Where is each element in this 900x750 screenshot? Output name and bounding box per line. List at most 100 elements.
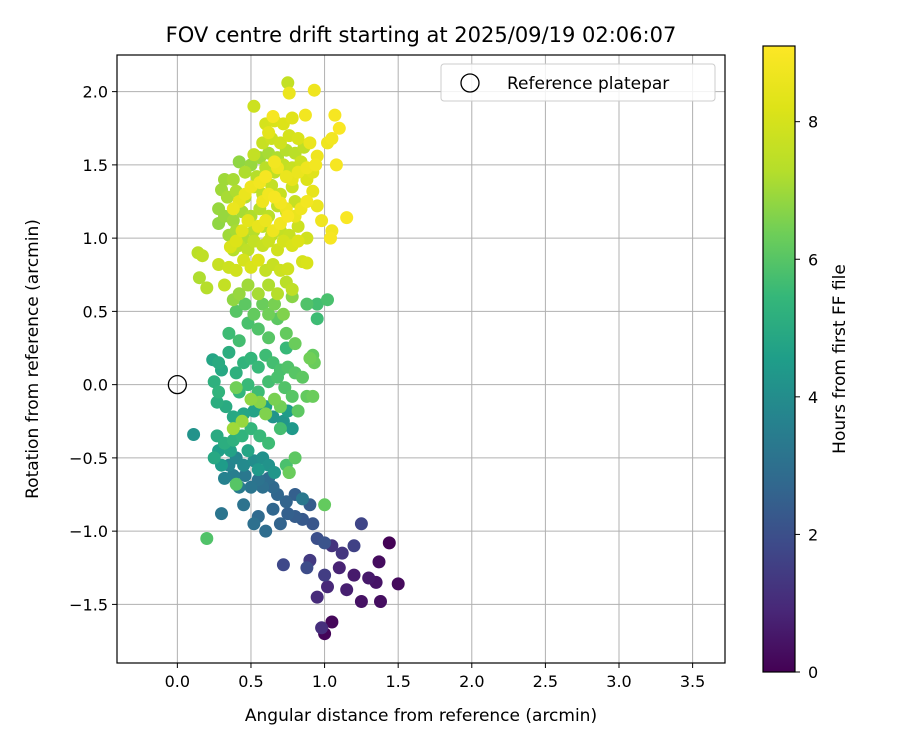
scatter-point bbox=[222, 345, 236, 359]
scatter-point bbox=[187, 428, 201, 441]
scatter-point bbox=[235, 414, 249, 428]
scatter-point bbox=[241, 214, 255, 228]
scatter-point bbox=[247, 99, 261, 113]
scatter-point bbox=[315, 621, 329, 635]
y-tick-label: 0.5 bbox=[83, 302, 108, 321]
scatter-point bbox=[354, 595, 368, 608]
scatter-point bbox=[229, 381, 243, 395]
scatter-point bbox=[310, 199, 324, 213]
scatter-point bbox=[207, 375, 221, 389]
scatter-point bbox=[259, 170, 273, 184]
x-axis-label: Angular distance from reference (arcmin) bbox=[245, 706, 597, 726]
colorbar-tick-label: 8 bbox=[808, 113, 818, 132]
scatter-point bbox=[347, 568, 361, 582]
scatter-point bbox=[340, 211, 354, 225]
scatter-point bbox=[315, 214, 329, 228]
scatter-point bbox=[306, 517, 320, 531]
scatter-point bbox=[306, 184, 320, 198]
scatter-point bbox=[268, 155, 281, 169]
y-tick-label: 1.0 bbox=[83, 229, 108, 248]
scatter-point bbox=[288, 451, 302, 465]
scatter-point bbox=[229, 234, 243, 248]
scatter-point bbox=[276, 307, 290, 321]
y-tick-label: 2.0 bbox=[83, 83, 108, 102]
scatter-point bbox=[262, 278, 276, 292]
scatter-point bbox=[244, 480, 258, 494]
scatter-point bbox=[372, 555, 386, 569]
scatter-point bbox=[332, 561, 346, 575]
scatter-point bbox=[332, 121, 346, 135]
scatter-point bbox=[285, 282, 299, 296]
scatter-point bbox=[207, 451, 221, 465]
y-tick-label: −1.5 bbox=[69, 595, 108, 614]
x-tick-label: 2.5 bbox=[533, 672, 558, 691]
scatter-point bbox=[262, 331, 276, 345]
scatter-point bbox=[192, 271, 206, 285]
x-tick-label: 1.5 bbox=[385, 672, 410, 691]
scatter-point bbox=[310, 297, 324, 311]
scatter-point bbox=[318, 536, 332, 550]
scatter-point bbox=[232, 155, 246, 169]
scatter-point bbox=[247, 148, 261, 162]
scatter-point bbox=[241, 444, 255, 458]
x-tick-label: 1.0 bbox=[312, 672, 337, 691]
scatter-point bbox=[281, 76, 295, 90]
colorbar-tick-label: 0 bbox=[808, 663, 818, 682]
scatter-point bbox=[268, 392, 281, 406]
scatter-point bbox=[268, 297, 281, 311]
scatter-point bbox=[310, 312, 324, 326]
scatter-point bbox=[281, 262, 295, 276]
scatter-point bbox=[268, 190, 281, 204]
scatter-point bbox=[335, 546, 349, 560]
scatter-point bbox=[244, 392, 258, 406]
scatter-point bbox=[347, 539, 361, 553]
scatter-point bbox=[340, 583, 354, 597]
scatter-point bbox=[391, 577, 405, 591]
scatter-point bbox=[328, 108, 342, 122]
y-tick-label: 1.5 bbox=[83, 156, 108, 175]
scatter-point bbox=[253, 429, 267, 443]
scatter-point bbox=[241, 278, 255, 292]
scatter-point bbox=[262, 436, 276, 450]
scatter-point bbox=[281, 507, 295, 521]
scatter-point bbox=[271, 287, 284, 301]
colorbar-tick-label: 4 bbox=[808, 388, 818, 407]
scatter-point bbox=[238, 297, 252, 311]
scatter-point bbox=[303, 351, 317, 365]
scatter-point bbox=[300, 256, 314, 270]
scatter-point bbox=[318, 568, 332, 582]
scatter-point bbox=[273, 136, 287, 150]
scatter-point bbox=[235, 429, 249, 443]
x-tick-label: 0.5 bbox=[238, 672, 263, 691]
scatter-point bbox=[279, 495, 293, 509]
scatter-point bbox=[238, 165, 252, 179]
scatter-point bbox=[291, 234, 305, 248]
x-axis-ticks: 0.0 0.5 1.0 1.5 2.0 2.5 3.0 3.5 bbox=[165, 663, 705, 691]
scatter-point bbox=[307, 83, 321, 97]
scatter-point bbox=[291, 404, 305, 418]
y-tick-label: 0.0 bbox=[83, 376, 108, 395]
scatter-point bbox=[259, 524, 273, 538]
scatter-point bbox=[215, 507, 228, 521]
scatter-point bbox=[200, 281, 214, 295]
x-tick-label: 0.0 bbox=[165, 672, 190, 691]
colorbar-label: Hours from first FF file bbox=[830, 264, 850, 454]
scatter-point bbox=[244, 422, 258, 436]
scatter-point bbox=[229, 263, 243, 277]
scatter-point bbox=[212, 258, 226, 271]
y-tick-label: −0.5 bbox=[69, 449, 108, 468]
scatter-point bbox=[226, 173, 240, 186]
colorbar-ticks: 0 2 4 6 8 bbox=[795, 113, 818, 682]
scatter-point bbox=[325, 615, 339, 629]
reference-platepar-marker bbox=[167, 374, 188, 395]
scatter-point bbox=[362, 571, 376, 585]
scatter-point bbox=[285, 422, 299, 436]
scatter-point bbox=[266, 502, 280, 516]
scatter-point bbox=[238, 469, 252, 482]
scatter-point bbox=[285, 111, 299, 125]
scatter-point bbox=[374, 595, 387, 608]
scatter-point bbox=[195, 249, 209, 263]
chart-title: FOV centre drift starting at 2025/09/19 … bbox=[166, 23, 677, 47]
scatter-point bbox=[244, 351, 258, 365]
scatter-point bbox=[259, 407, 273, 421]
